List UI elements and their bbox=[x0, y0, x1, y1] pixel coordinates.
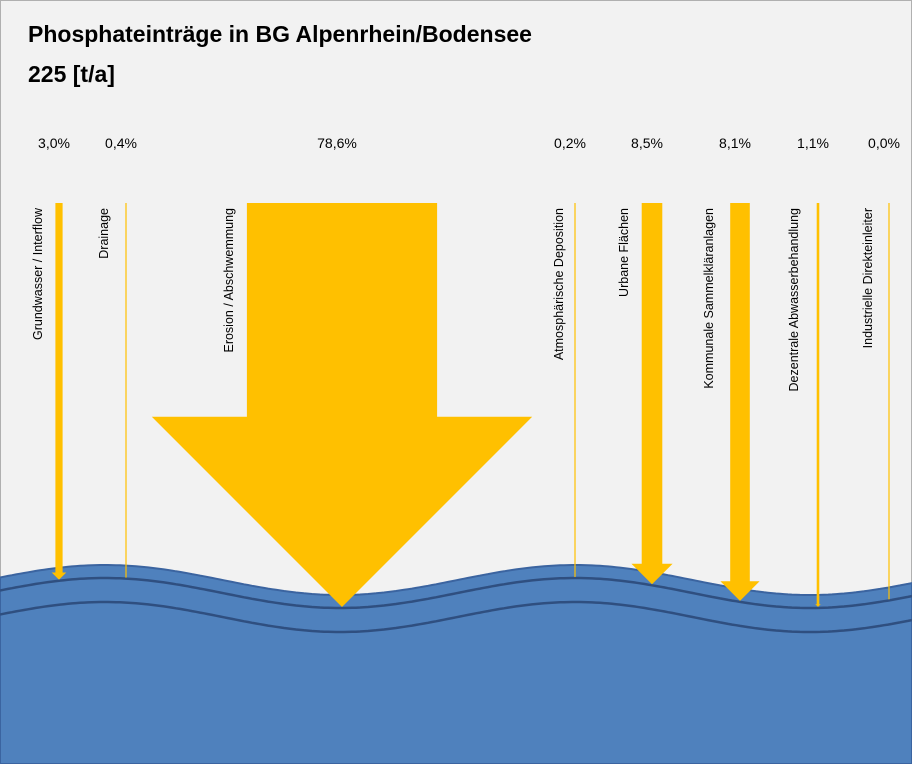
wave-line bbox=[0, 600, 912, 634]
arrow bbox=[815, 203, 821, 607]
subtitle: 225 [t/a] bbox=[28, 61, 115, 87]
source-label: Drainage bbox=[97, 208, 111, 259]
percentage-label: 0,4% bbox=[105, 135, 137, 151]
percentage-label: 78,6% bbox=[317, 135, 357, 151]
percentage-label: 0,2% bbox=[554, 135, 586, 151]
arrow bbox=[151, 203, 533, 607]
arrow bbox=[51, 203, 67, 580]
source-label: Urbane Flächen bbox=[617, 208, 631, 297]
percentage-label: 3,0% bbox=[38, 135, 70, 151]
percentage-label: 8,1% bbox=[719, 135, 751, 151]
source-label: Industrielle Direkteinleiter bbox=[861, 208, 875, 348]
arrow bbox=[631, 203, 673, 585]
wave-line bbox=[0, 576, 912, 610]
arrows bbox=[51, 203, 890, 607]
title: Phosphateinträge in BG Alpenrhein/Bodens… bbox=[28, 21, 532, 47]
water-body bbox=[0, 564, 912, 764]
arrow bbox=[720, 203, 760, 601]
source-label: Atmosphärische Deposition bbox=[552, 208, 566, 360]
water bbox=[0, 564, 912, 764]
source-label: Grundwasser / Interflow bbox=[31, 207, 45, 340]
percentage-label: 1,1% bbox=[797, 135, 829, 151]
source-label: Kommunale Sammelkläranlagen bbox=[702, 208, 716, 389]
source-label: Dezentrale Abwasserbehandlung bbox=[787, 208, 801, 392]
source-label: Erosion / Abschwemmung bbox=[222, 208, 236, 353]
percentage-label: 0,0% bbox=[868, 135, 900, 151]
percentage-label: 8,5% bbox=[631, 135, 663, 151]
